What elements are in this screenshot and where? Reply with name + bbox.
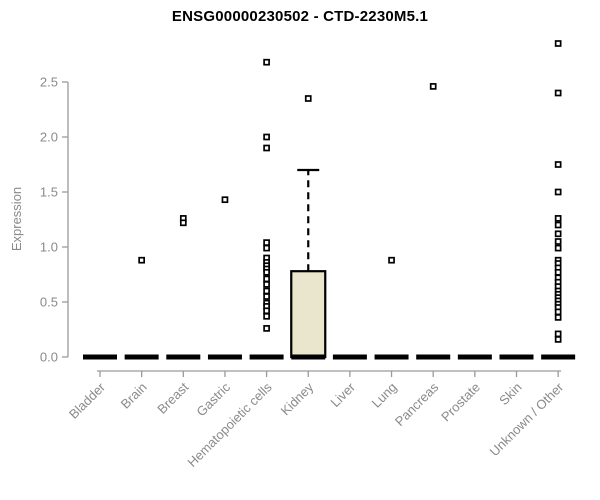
outlier-point xyxy=(263,293,270,300)
outlier-point xyxy=(554,188,562,196)
y-tick-label: 2.0 xyxy=(40,130,58,145)
outlier-point xyxy=(554,89,562,97)
outlier-point xyxy=(554,230,562,238)
outlier-point xyxy=(304,95,312,102)
outlier-point xyxy=(554,161,562,168)
outlier-point xyxy=(554,238,562,245)
x-tick-label: Breast xyxy=(154,379,191,416)
box-body xyxy=(290,270,327,359)
outlier-point xyxy=(429,83,437,90)
x-tick-label: Lung xyxy=(369,380,400,411)
x-tick-label: Kidney xyxy=(278,379,317,418)
x-tick-label: Unknown / Other xyxy=(487,379,567,459)
outlier-point xyxy=(221,196,229,204)
outlier-point xyxy=(263,133,270,141)
outlier-point xyxy=(554,330,562,338)
outlier-point xyxy=(554,308,562,316)
outlier-point xyxy=(263,58,270,66)
outlier-point xyxy=(554,221,562,229)
outlier-point xyxy=(138,256,145,264)
x-tick-label: Gastric xyxy=(193,379,233,419)
x-tick-label: Skin xyxy=(496,380,524,408)
y-tick-label: 1.5 xyxy=(40,185,58,200)
outlier-point xyxy=(388,256,395,264)
y-tick-label: 1.0 xyxy=(40,240,58,255)
outlier-point xyxy=(263,312,270,320)
x-tick-label: Prostate xyxy=(438,380,483,425)
outlier-point xyxy=(554,40,562,47)
outlier-point xyxy=(263,325,270,332)
x-tick-label: Liver xyxy=(327,379,358,410)
outlier-point xyxy=(263,287,270,295)
outlier-point xyxy=(263,268,270,276)
outlier-point xyxy=(263,239,270,246)
outlier-point xyxy=(179,219,187,227)
y-tick-label: 0.5 xyxy=(40,295,58,310)
outlier-point xyxy=(263,281,270,288)
outlier-point xyxy=(263,144,270,152)
outlier-point xyxy=(554,336,562,343)
chart-title: ENSG00000230502 - CTD-2230M5.1 xyxy=(171,8,429,25)
y-tick-label: 2.5 xyxy=(40,75,58,90)
x-tick-label: Pancreas xyxy=(392,379,442,429)
outlier-point xyxy=(554,244,562,252)
y-axis-label: Expression xyxy=(9,186,24,252)
outlier-point xyxy=(554,215,562,222)
outlier-point xyxy=(554,314,562,321)
x-tick-label: Bladder xyxy=(66,379,109,422)
outlier-point xyxy=(263,307,270,315)
y-tick-label: 0.0 xyxy=(40,350,58,365)
outlier-point xyxy=(263,275,270,283)
x-tick-label: Brain xyxy=(118,380,150,412)
outlier-point xyxy=(554,268,562,276)
outlier-point xyxy=(263,244,270,252)
